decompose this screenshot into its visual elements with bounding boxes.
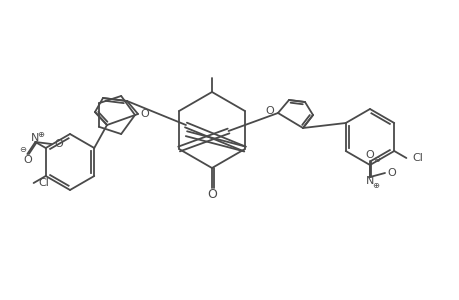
Text: N: N — [31, 133, 39, 143]
Text: O: O — [207, 188, 217, 202]
Text: ⊕: ⊕ — [37, 130, 44, 139]
Text: Cl: Cl — [411, 153, 422, 163]
Text: O: O — [23, 155, 32, 165]
Text: Cl: Cl — [38, 178, 49, 188]
Text: ⊖: ⊖ — [373, 154, 380, 164]
Text: O: O — [140, 109, 149, 119]
Text: O: O — [54, 139, 62, 149]
Text: O: O — [265, 106, 274, 116]
Text: ⊕: ⊕ — [372, 181, 379, 190]
Text: N: N — [365, 176, 373, 186]
Text: O: O — [387, 168, 396, 178]
Text: ⊖: ⊖ — [19, 145, 26, 154]
Text: O: O — [365, 150, 374, 160]
